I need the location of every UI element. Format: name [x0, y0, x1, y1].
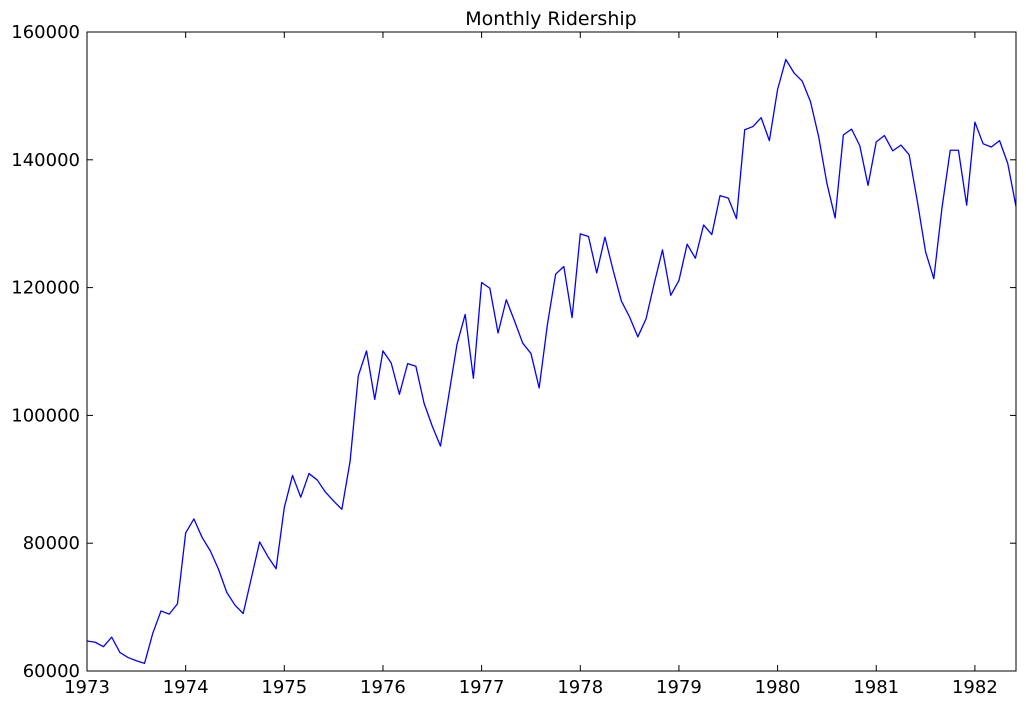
y-tick-label: 120000 [11, 278, 80, 299]
x-tick-label: 1975 [261, 677, 307, 698]
series-line-0 [86, 58, 1017, 664]
x-tick-label: 1976 [360, 677, 406, 698]
y-tick-label: 60000 [23, 661, 80, 682]
y-tick-label: 80000 [23, 533, 80, 554]
plot-area [86, 58, 1017, 664]
y-tick-label: 100000 [11, 405, 80, 426]
x-tick-label: 1980 [755, 677, 801, 698]
x-tick-label: 1978 [557, 677, 603, 698]
chart-title: Monthly Ridership [465, 8, 636, 30]
x-tick-label: 1982 [952, 677, 998, 698]
x-tick-label: 1979 [656, 677, 702, 698]
x-tick-label: 1973 [64, 677, 110, 698]
y-tick-label: 140000 [11, 150, 80, 171]
y-axis: 60000 80000 100000 120000 140000 160000 [11, 22, 1016, 682]
y-tick-label: 160000 [11, 22, 80, 43]
x-tick-label: 1974 [163, 677, 209, 698]
x-tick-label: 1981 [853, 677, 899, 698]
plot-frame [86, 31, 1017, 672]
x-axis: 1973 1974 1975 1976 1977 1978 1979 1980 1981 1982 [64, 32, 998, 698]
x-tick-label: 1977 [459, 677, 505, 698]
